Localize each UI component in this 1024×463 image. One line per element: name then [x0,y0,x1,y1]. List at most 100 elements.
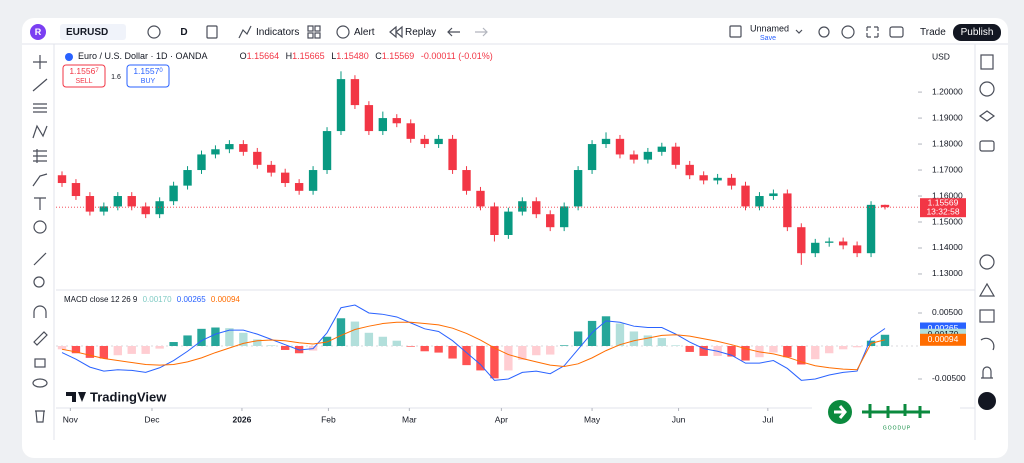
candle-body [113,196,122,207]
macd-histogram-bar [783,345,792,358]
candle-body [741,185,750,207]
ideas-icon[interactable] [978,282,996,297]
macd-title: MACD close 12 26 9 [64,295,138,304]
layout-dropdown[interactable] [795,29,803,34]
macd-histogram-bar [225,328,234,346]
magnet-tool[interactable] [33,305,47,318]
currency[interactable]: USD [932,51,950,61]
signal-badge-label: 0.00094 [928,334,959,344]
macd-histogram-bar [741,345,750,361]
macd-histogram-bar [685,345,694,352]
layers-icon[interactable] [978,110,996,122]
undo-icon[interactable] [447,27,460,37]
sell-price-sup: 7 [95,68,99,74]
macd-histogram-bar [615,323,625,346]
buy-button[interactable] [126,64,170,88]
lock-tool[interactable] [34,358,46,368]
search-icon[interactable] [818,26,830,38]
indicators[interactable]: Indicators [256,27,299,38]
brush-tool[interactable] [32,173,48,187]
macd-histogram-bar [838,345,848,350]
time-tick-label: Mar [402,414,417,424]
macd-badge-label: 0.00265 [928,323,959,333]
text-tool[interactable] [34,197,46,210]
candle-body [127,196,136,207]
drawing-tools [32,55,48,423]
macd-histogram-bar [141,345,150,354]
apps-button[interactable] [978,392,996,410]
chat-icon[interactable] [979,140,995,152]
layout-icon [314,32,321,39]
candle-body [797,227,806,254]
redo-icon[interactable] [475,27,488,37]
alert[interactable]: Alert [354,27,375,38]
zoom-tool[interactable] [33,276,45,288]
projection-tool[interactable] [33,149,47,163]
replay[interactable]: Replay [405,27,436,38]
price-tick-label: 1.13000 [932,268,963,278]
candle-body [322,131,332,171]
chart-type-icon[interactable] [206,25,218,39]
layout-checkbox[interactable] [729,25,742,38]
candle-body [573,170,583,207]
symbol-box[interactable] [60,24,126,40]
candle-body [838,241,848,246]
macd-histogram-bar [825,345,834,354]
candle-body [239,144,248,152]
buy-price-main: 1.1557 [133,66,159,76]
add-symbol-icon[interactable] [147,25,161,39]
candle-body [462,170,471,191]
trade[interactable]: Trade [920,27,946,38]
indicators-icon[interactable] [238,25,252,39]
calendar-icon[interactable] [979,309,995,323]
macd-histogram-bar [476,345,485,371]
save[interactable]: Save [760,35,776,42]
replay-icon[interactable] [389,25,403,39]
macd-legend-value: 0.00265 [177,295,206,304]
fullscreen-icon[interactable] [866,26,879,38]
lock-draw-tool[interactable] [33,331,48,346]
macd-histogram-bar [852,345,862,348]
emoji-tool[interactable] [33,220,47,234]
visibility-tool[interactable] [32,378,48,388]
macd-histogram-bar [420,345,429,352]
notifications-icon[interactable] [981,366,993,379]
macd-histogram-bar [559,345,569,346]
candle-body [783,193,792,228]
candle-body [378,118,388,132]
candle-body [643,151,653,160]
alerts-icon[interactable] [979,81,995,97]
layout-name[interactable]: Unnamed [750,23,789,33]
fib-tool[interactable] [33,103,47,113]
macd-tick-label: 0.00500 [932,307,963,317]
candle-body [559,206,569,228]
stream-icon[interactable] [980,337,995,351]
ruler-tool[interactable] [33,252,47,266]
sell-price: 1.15567 [69,66,99,76]
delete-tool[interactable] [35,410,45,423]
trendline-tool[interactable] [32,78,48,92]
settings-icon[interactable] [841,25,855,39]
candle-body [211,149,220,155]
target-icon[interactable] [979,254,995,270]
macd-histogram-bar [336,318,346,346]
candle-body [587,144,597,171]
alert-icon[interactable] [336,25,350,39]
candle-body [434,138,443,145]
sell-button[interactable] [62,64,106,88]
candle-body [71,183,81,197]
watchlist-icon[interactable] [980,54,994,70]
snapshot-icon[interactable] [889,26,904,38]
layout-icon[interactable] [307,25,314,32]
macd-histogram-bar [699,345,708,356]
watermark-text: GOODUP [883,425,911,431]
candle-body [852,245,862,254]
interval[interactable]: D [180,27,187,38]
publish-button[interactable] [953,24,1001,41]
macd-histogram-bar [127,345,136,354]
avatar[interactable] [30,24,46,40]
crosshair-tool[interactable] [33,55,47,69]
publish: Publish [961,27,994,38]
pattern-tool[interactable] [32,124,48,139]
